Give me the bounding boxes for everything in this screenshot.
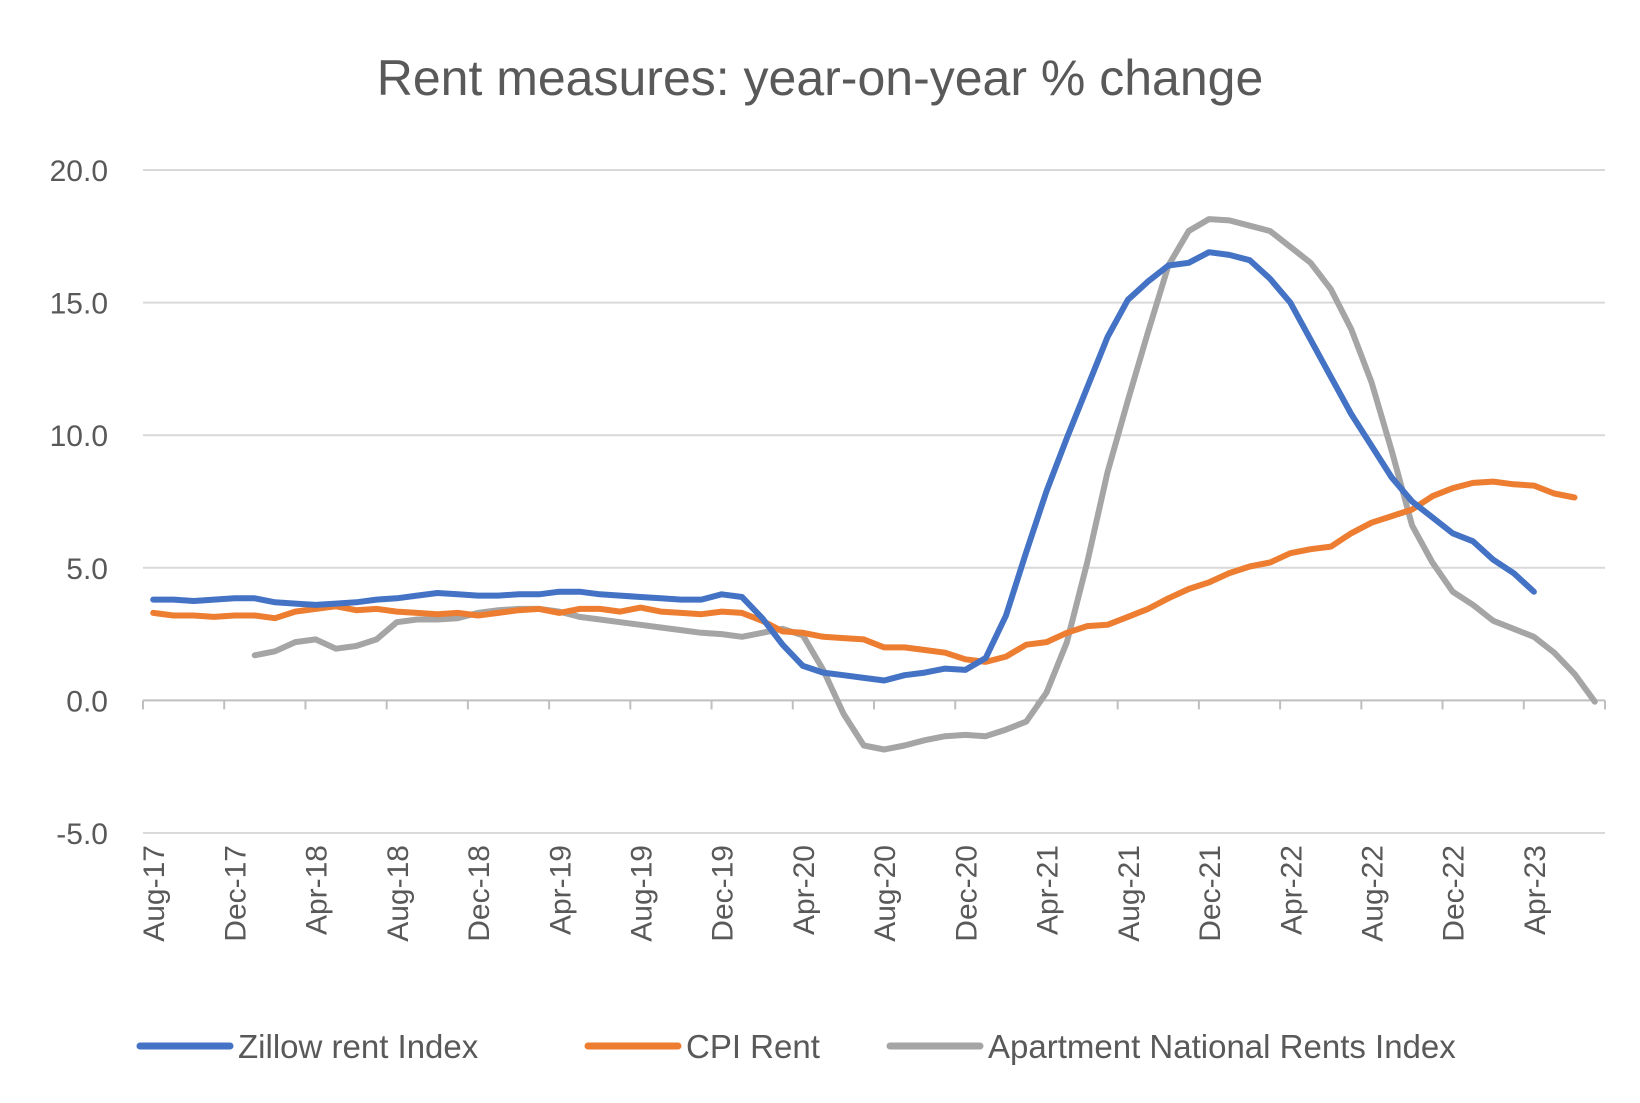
- x-tick-label: Aug-19: [625, 845, 658, 942]
- x-tick-label: Apr-21: [1032, 845, 1065, 935]
- x-tick-label: Aug-17: [138, 845, 171, 942]
- series-line-cpi: [150, 478, 1578, 665]
- series-lines: [150, 216, 1598, 753]
- chart-title: Rent measures: year-on-year % change: [377, 50, 1264, 106]
- x-tick-label: Apr-23: [1519, 845, 1552, 935]
- legend-item-zillow[interactable]: Zillow rent Index: [136, 1028, 479, 1065]
- legend-item-apartment[interactable]: Apartment National Rents Index: [886, 1028, 1456, 1065]
- x-tick-label: Dec-21: [1194, 845, 1227, 942]
- x-tick-label: Dec-17: [219, 845, 252, 942]
- x-tick-label: Apr-20: [788, 845, 821, 935]
- legend-label-apartment: Apartment National Rents Index: [988, 1028, 1456, 1065]
- y-tick-label: 10.0: [50, 420, 108, 453]
- x-tick-label: Aug-21: [1113, 845, 1146, 942]
- x-tick-label: Dec-19: [707, 845, 740, 942]
- x-tick-label: Apr-18: [301, 845, 334, 935]
- x-tick-label: Apr-22: [1275, 845, 1308, 935]
- legend-item-cpi[interactable]: CPI Rent: [584, 1028, 820, 1065]
- x-tick-label: Apr-19: [544, 845, 577, 935]
- legend-label-cpi: CPI Rent: [686, 1028, 820, 1065]
- y-tick-label: 20.0: [50, 155, 108, 188]
- legend: Zillow rent Index CPI Rent Apartment Nat…: [136, 1028, 1456, 1065]
- x-tick-label: Aug-22: [1356, 845, 1389, 942]
- y-tick-label: -5.0: [56, 818, 108, 851]
- x-tick-label: Aug-18: [382, 845, 415, 942]
- y-axis-ticks: 20.0 15.0 10.0 5.0 0.0 -5.0: [50, 155, 108, 851]
- x-tick-label: Dec-20: [950, 845, 983, 942]
- gridlines: [143, 169, 1605, 834]
- y-tick-label: 5.0: [66, 553, 108, 586]
- x-tick-label: Aug-20: [869, 845, 902, 942]
- y-tick-label: 15.0: [50, 288, 108, 321]
- x-tick-label: Dec-18: [463, 845, 496, 942]
- series-line-zillow: [150, 249, 1537, 684]
- legend-label-zillow: Zillow rent Index: [238, 1028, 479, 1065]
- y-tick-label: 0.0: [66, 685, 108, 718]
- x-tick-label: Dec-22: [1438, 845, 1471, 942]
- x-axis: Aug-17 Dec-17 Apr-18 Aug-18 Dec-18 Apr-19 Aug-…: [138, 699, 1606, 942]
